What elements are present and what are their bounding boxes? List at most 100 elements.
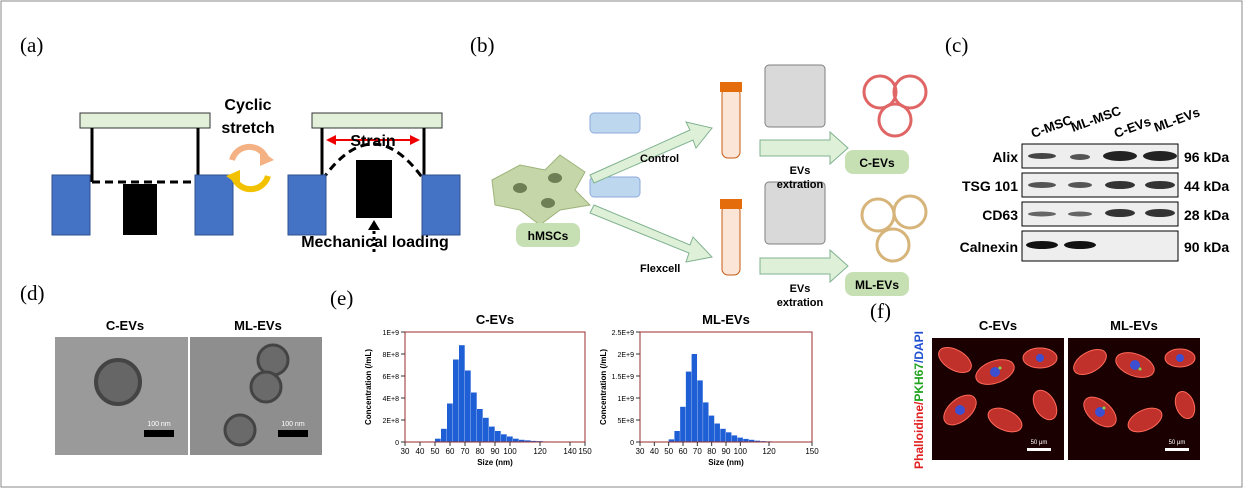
- step: extration: [777, 179, 824, 191]
- chart-title: ML-EVs: [702, 312, 750, 327]
- bar: [692, 354, 697, 442]
- bar: [507, 437, 513, 443]
- bar: [483, 418, 489, 442]
- figure: (a) Cyclic stretch Strain Mechanical loa…: [0, 0, 1243, 488]
- size-label: 44 kDa: [1184, 178, 1229, 194]
- bar: [447, 404, 453, 443]
- x-tick-label: 150: [805, 447, 819, 456]
- bar: [709, 416, 714, 442]
- bar: [732, 435, 737, 442]
- y-tick-label: 1.5E+9: [612, 374, 634, 381]
- scale-bar-label: 50 μm: [1031, 440, 1048, 446]
- image-title: ML-EVs: [234, 318, 282, 333]
- condition: Control: [640, 153, 679, 165]
- bar: [495, 431, 501, 442]
- bar: [697, 380, 702, 442]
- bar: [674, 431, 679, 442]
- stain-part: PKH67: [912, 363, 926, 402]
- bar: [477, 409, 483, 442]
- bar: [453, 360, 459, 443]
- bar: [489, 427, 495, 442]
- x-tick-label: 70: [693, 447, 702, 456]
- panel-label: (f): [870, 299, 891, 323]
- marker-label: Calnexin: [960, 239, 1018, 255]
- x-tick-label: 80: [707, 447, 716, 456]
- size-label: 28 kDa: [1184, 207, 1229, 223]
- y-tick-label: 4E+8: [382, 396, 399, 403]
- stain-part: /DAPI: [912, 331, 926, 363]
- x-tick-label: 80: [476, 447, 485, 456]
- panel-label: (b): [470, 33, 495, 57]
- y-tick-label: 0: [630, 440, 634, 447]
- bar: [737, 438, 742, 442]
- panel-label: (c): [945, 33, 968, 57]
- marker-label: TSG 101: [962, 178, 1018, 194]
- bar: [720, 429, 725, 442]
- bar: [680, 407, 685, 442]
- scale-bar-label: 100 nm: [147, 421, 171, 428]
- condition: Flexcell: [640, 263, 680, 275]
- x-tick-label: 40: [650, 447, 659, 456]
- stain-label: Phalloidine/PKH67/DAPI: [912, 331, 926, 469]
- step: extration: [777, 297, 824, 309]
- y-tick-label: 2E+9: [617, 352, 634, 359]
- x-tick-label: 120: [533, 447, 547, 456]
- y-tick-label: 2E+8: [382, 418, 399, 425]
- bar: [459, 345, 465, 442]
- y-tick-label: 2.5E+9: [612, 330, 634, 337]
- cell-label: hMSCs: [528, 229, 569, 243]
- size-label: 96 kDa: [1184, 149, 1229, 165]
- x-tick-label: 120: [762, 447, 776, 456]
- western-blot: [1022, 144, 1178, 261]
- bar: [501, 434, 507, 442]
- x-tick-label: 90: [491, 447, 500, 456]
- cycle-text: stretch: [221, 120, 274, 137]
- bar: [703, 402, 708, 442]
- marker-label: CD63: [982, 207, 1018, 223]
- bar: [471, 393, 477, 443]
- step: EVs: [790, 165, 811, 177]
- x-tick-label: 60: [679, 447, 688, 456]
- x-axis-label: Size (nm): [708, 458, 744, 467]
- image-title: ML-EVs: [1110, 318, 1158, 333]
- size-label: 90 kDa: [1184, 239, 1229, 255]
- x-axis-label: Size (nm): [477, 458, 513, 467]
- stain-part: Phalloidine/: [912, 401, 926, 469]
- y-axis-label: Concentration (/mL): [364, 349, 373, 425]
- bar: [465, 371, 471, 443]
- bar: [715, 424, 720, 442]
- bar: [441, 429, 447, 442]
- x-tick-label: 100: [734, 447, 748, 456]
- x-tick-label: 30: [401, 447, 410, 456]
- panel-label: (a): [20, 33, 43, 57]
- scale-bar-label: 100 nm: [281, 421, 305, 428]
- panel-label: (e): [330, 286, 353, 310]
- y-tick-label: 8E+8: [382, 352, 399, 359]
- image-title: C-EVs: [106, 318, 144, 333]
- panel-label: (d): [20, 281, 45, 305]
- loading-label: Mechanical loading: [301, 234, 449, 251]
- x-tick-label: 90: [722, 447, 731, 456]
- cycle-text: Cyclic: [224, 97, 271, 114]
- image-title: C-EVs: [979, 318, 1017, 333]
- x-tick-label: 50: [664, 447, 673, 456]
- x-tick-label: 70: [461, 447, 470, 456]
- x-tick-label: 140: [563, 447, 577, 456]
- x-tick-label: 50: [431, 447, 440, 456]
- y-tick-label: 5E+8: [617, 418, 634, 425]
- chart-title: C-EVs: [476, 312, 514, 327]
- marker-label: Alix: [992, 149, 1018, 165]
- product: ML-EVs: [855, 278, 899, 292]
- bar: [726, 432, 731, 442]
- bar: [686, 372, 691, 442]
- product: C-EVs: [859, 156, 895, 170]
- x-tick-label: 100: [503, 447, 517, 456]
- y-tick-label: 6E+8: [382, 374, 399, 381]
- y-axis-label: Concentration (/mL): [599, 349, 608, 425]
- x-tick-label: 40: [416, 447, 425, 456]
- x-tick-label: 150: [578, 447, 592, 456]
- y-tick-label: 1E+9: [382, 330, 399, 337]
- step: EVs: [790, 283, 811, 295]
- scale-bar-label: 50 μm: [1169, 440, 1186, 446]
- x-tick-label: 60: [446, 447, 455, 456]
